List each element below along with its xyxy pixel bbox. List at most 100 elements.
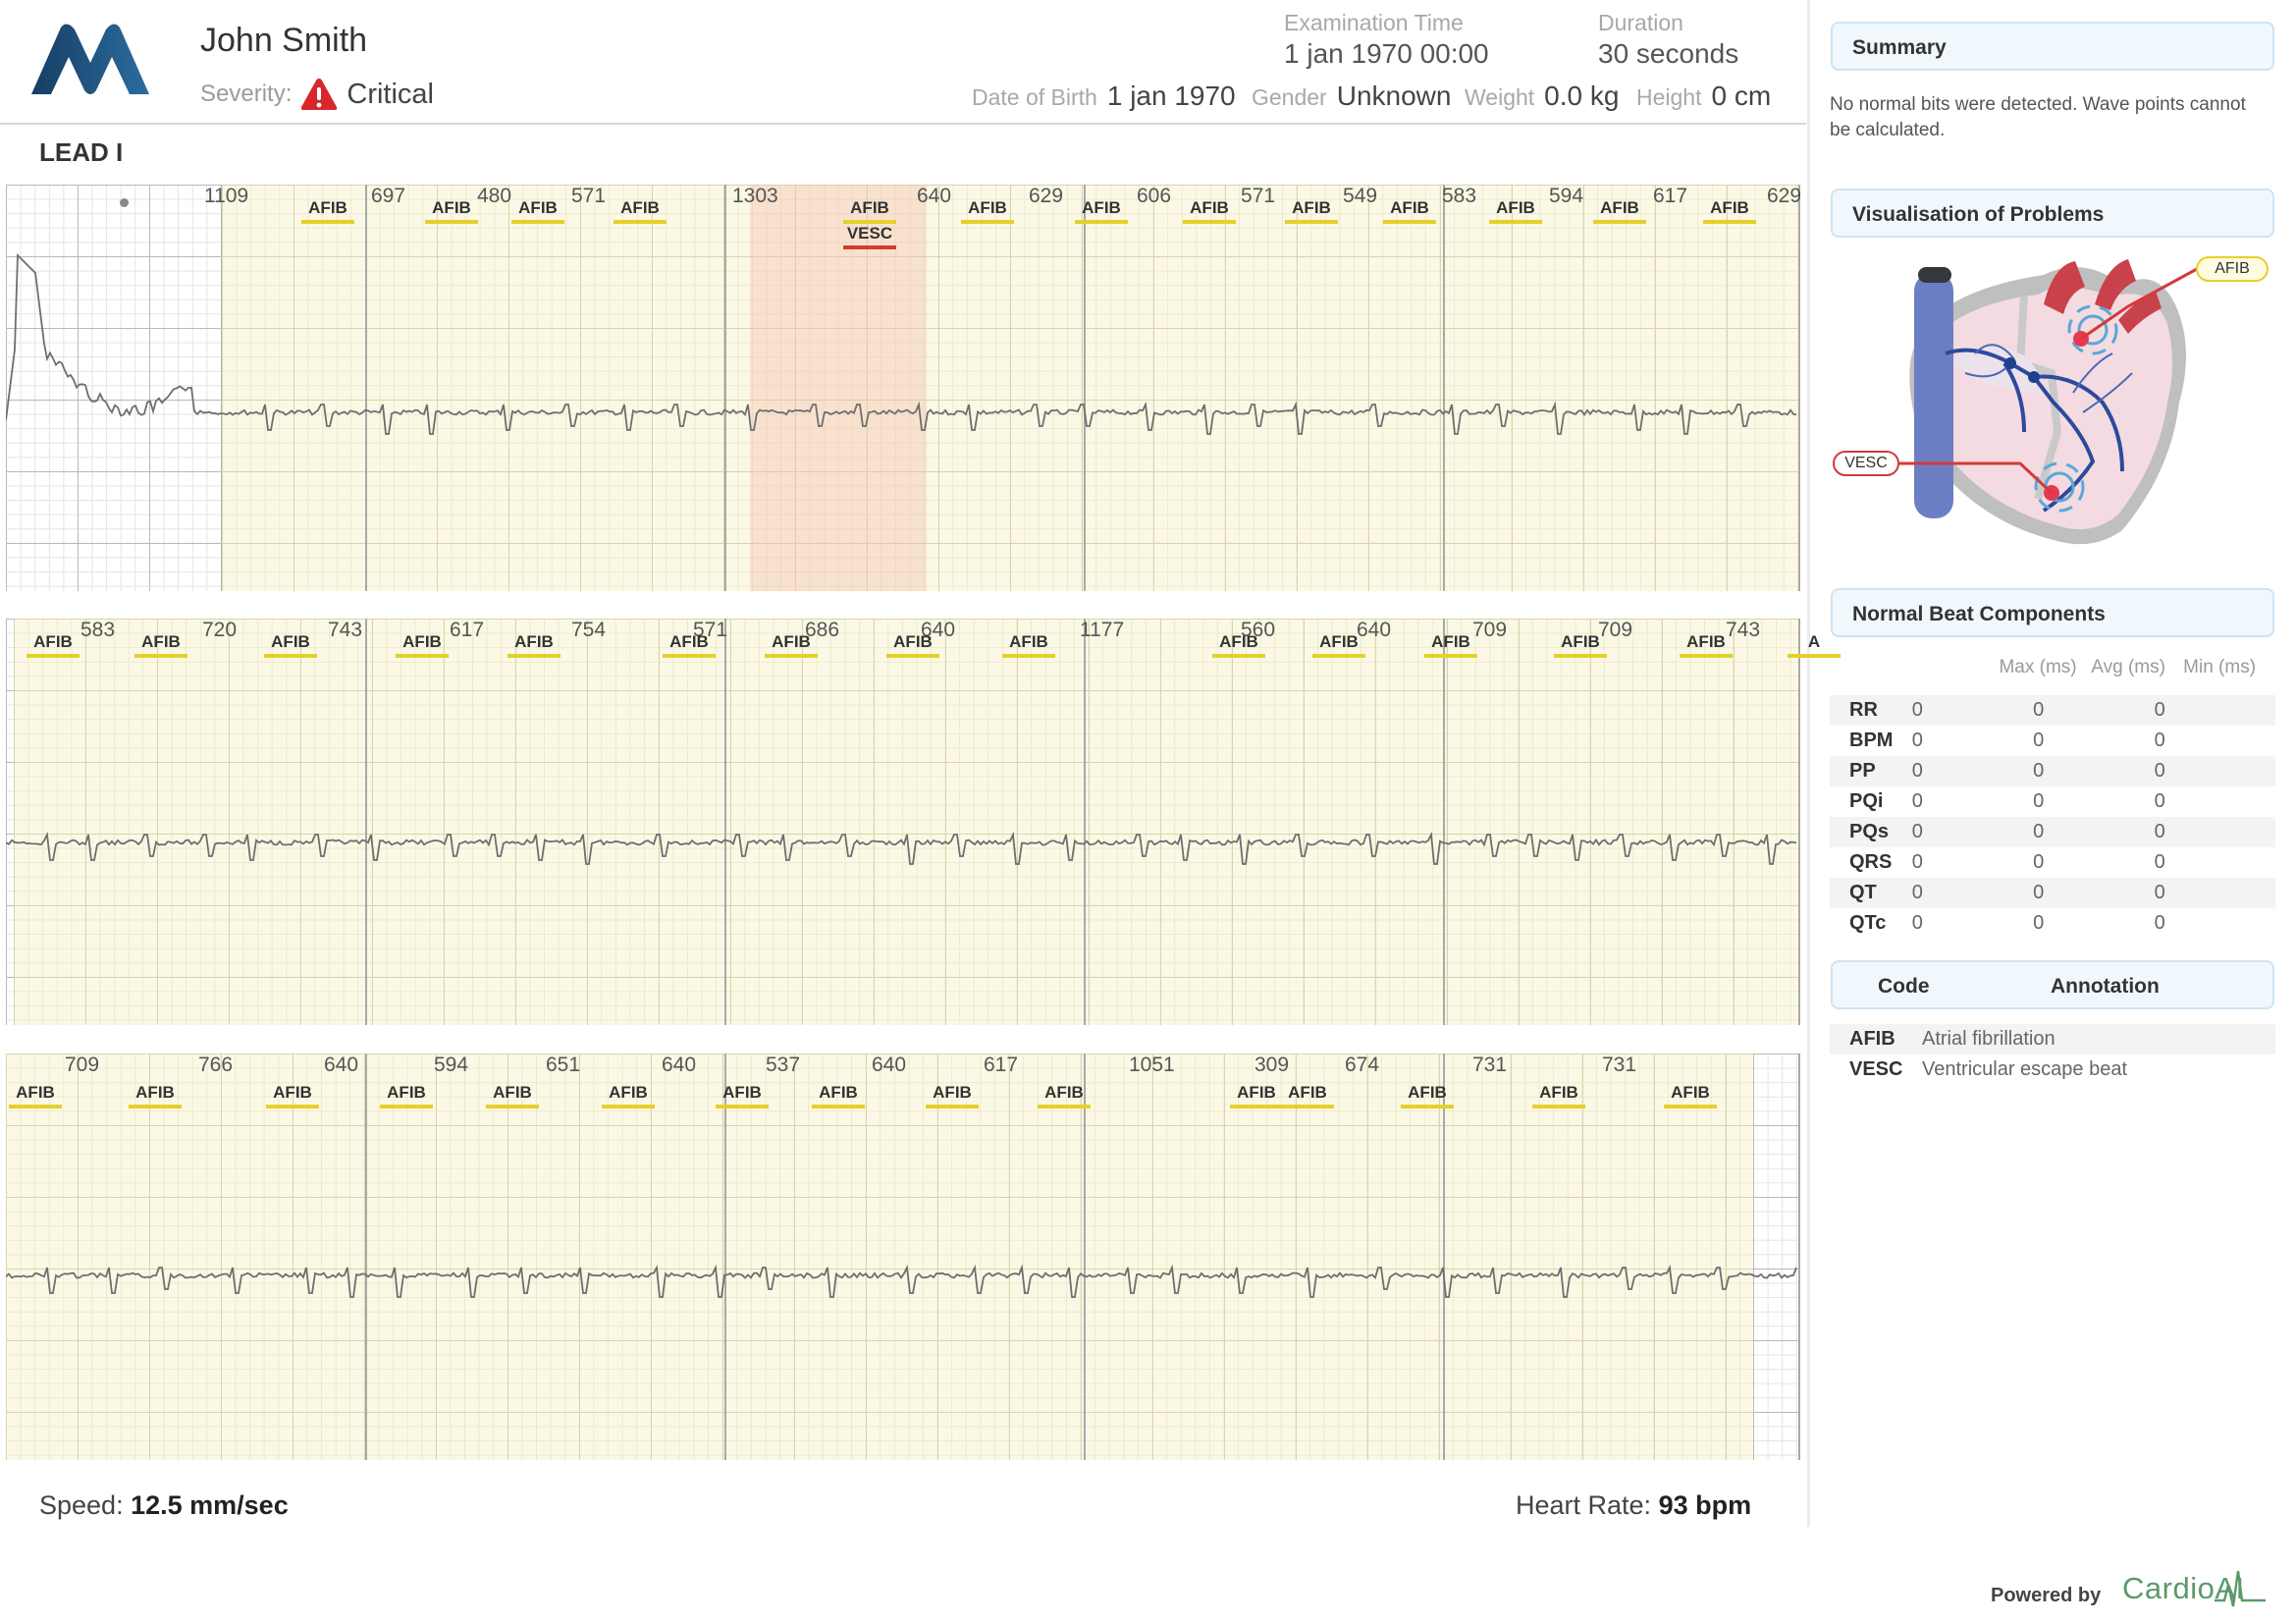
beat-annotation-afib[interactable]: AFIB xyxy=(6,1083,65,1109)
column-header: Avg (ms) xyxy=(2091,656,2165,677)
max-value: 0 xyxy=(1911,851,1923,873)
beat-annotation-label: AFIB xyxy=(1288,1083,1327,1102)
beat-annotation-afib[interactable]: AFIB xyxy=(1677,632,1735,658)
table-row: QTc 0 0 0 xyxy=(1830,908,2275,939)
beat-annotation-vesc[interactable]: VESC xyxy=(840,224,899,249)
max-value: 0 xyxy=(1911,790,1923,812)
beat-annotation-underline xyxy=(266,1105,319,1109)
beat-annotation-afib[interactable]: AFIB xyxy=(1227,1083,1286,1109)
height-value: 0 cm xyxy=(1711,81,1772,111)
beat-annotation-afib[interactable]: AFIB xyxy=(1072,198,1131,224)
beat-annotation-afib[interactable]: AFIB xyxy=(660,632,719,658)
beat-annotation-underline xyxy=(765,654,818,658)
beat-annotation-afib[interactable]: AFIB xyxy=(1035,1083,1094,1109)
beat-annotation-afib[interactable]: AFIB xyxy=(1282,198,1341,224)
beat-annotation-afib[interactable]: AFIB xyxy=(132,632,190,658)
rr-interval-value: 709 xyxy=(65,1054,100,1076)
grid-major-line xyxy=(1443,619,1445,1025)
beat-annotation-afib[interactable]: AFIB xyxy=(713,1083,772,1109)
rr-interval-value: 571 xyxy=(1241,185,1276,207)
beat-annotation-afib[interactable]: AFIB xyxy=(1661,1083,1720,1109)
beat-annotation-afib[interactable]: AFIB xyxy=(883,632,942,658)
beat-annotation-afib[interactable]: AFIB xyxy=(1309,632,1368,658)
beat-annotation-afib[interactable]: AFIB xyxy=(1486,198,1545,224)
rr-interval-value: 731 xyxy=(1472,1054,1508,1076)
beat-annotation-underline xyxy=(301,220,354,224)
code-column-header: Code xyxy=(1878,975,1930,998)
beat-annotation-afib[interactable]: AFIB xyxy=(809,1083,868,1109)
beat-annotation-afib[interactable]: AFIB xyxy=(1590,198,1649,224)
rr-interval-value: 720 xyxy=(202,619,238,641)
beat-annotation-afib[interactable]: AFIB xyxy=(263,1083,322,1109)
beat-annotation-afib[interactable]: AFIB xyxy=(1700,198,1759,224)
beat-annotation-afib[interactable]: AFIB xyxy=(483,1083,542,1109)
beat-annotation-afib[interactable]: AFIB xyxy=(840,198,899,224)
beat-annotation-afib[interactable]: AFIB xyxy=(1278,1083,1337,1109)
beat-annotation-a[interactable]: A xyxy=(1785,632,1843,658)
beat-annotation-afib[interactable]: AFIB xyxy=(1421,632,1480,658)
beat-annotation-afib[interactable]: AFIB xyxy=(1380,198,1439,224)
ecg-strip-1: 1109 697 480 571 1303 640 629 606 571 549 583 594 61… xyxy=(6,185,1802,591)
beat-annotation-afib[interactable]: AFIB xyxy=(393,632,452,658)
beat-annotation-underline xyxy=(9,1105,62,1109)
beat-annotation-afib[interactable]: AFIB xyxy=(422,198,481,224)
beat-annotation-afib[interactable]: AFIB xyxy=(923,1083,982,1109)
rr-interval-value: 480 xyxy=(477,185,512,207)
severity-label: Severity: xyxy=(200,81,293,107)
beat-annotation-afib[interactable]: AFIB xyxy=(1398,1083,1457,1109)
component-name: PP xyxy=(1849,760,1876,782)
rr-interval-value: 674 xyxy=(1345,1054,1380,1076)
rr-interval-value: 617 xyxy=(450,619,485,641)
beat-annotation-afib[interactable]: AFIB xyxy=(126,1083,185,1109)
rr-interval-value: 617 xyxy=(984,1054,1019,1076)
beat-annotation-afib[interactable]: AFIB xyxy=(1180,198,1239,224)
beat-annotation-afib[interactable]: AFIB xyxy=(298,198,357,224)
avg-value: 0 xyxy=(2033,730,2045,751)
rr-interval-value: 640 xyxy=(662,1054,697,1076)
header-divider xyxy=(0,123,1806,125)
heart-rate-label: Heart Rate: xyxy=(1516,1490,1652,1520)
beat-annotation-label: AFIB xyxy=(141,632,181,651)
duration-label: Duration xyxy=(1598,10,1683,35)
beat-annotation-underline xyxy=(1489,220,1542,224)
beat-annotation-afib[interactable]: AFIB xyxy=(505,632,563,658)
beat-annotation-afib[interactable]: AFIB xyxy=(24,632,82,658)
rr-interval-value: 629 xyxy=(1767,185,1802,207)
ecg-grid xyxy=(1753,1054,1798,1460)
duration-value: 30 seconds xyxy=(1598,38,1739,69)
grid-major-line xyxy=(1798,619,1800,1025)
min-value: 0 xyxy=(2154,699,2165,721)
beat-annotation-afib[interactable]: AFIB xyxy=(611,198,669,224)
beat-annotation-afib[interactable]: AFIB xyxy=(508,198,567,224)
table-row: PQs 0 0 0 xyxy=(1830,817,2275,847)
weight-value: 0.0 kg xyxy=(1544,81,1620,111)
rr-interval-value: 640 xyxy=(1357,619,1392,641)
beat-annotation-afib[interactable]: AFIB xyxy=(1209,632,1268,658)
code-value: AFIB xyxy=(1849,1028,1896,1050)
min-value: 0 xyxy=(2154,760,2165,782)
beat-annotation-underline xyxy=(1230,1105,1283,1109)
exam-time-label: Examination Time xyxy=(1284,10,1464,35)
rr-interval-value: 571 xyxy=(693,619,728,641)
grid-major-line xyxy=(365,619,367,1025)
gender-value: Unknown xyxy=(1336,81,1452,111)
beat-annotation-afib[interactable]: AFIB xyxy=(1529,1083,1588,1109)
beat-annotation-underline xyxy=(602,1105,655,1109)
speed-readout: Speed: 12.5 mm/sec xyxy=(39,1490,289,1521)
beat-annotation-underline xyxy=(1664,1105,1717,1109)
beat-annotation-underline xyxy=(511,220,564,224)
beat-annotation-afib[interactable]: AFIB xyxy=(599,1083,658,1109)
rr-interval-value: 1303 xyxy=(732,185,778,207)
beat-annotation-afib[interactable]: AFIB xyxy=(762,632,821,658)
beat-annotation-afib[interactable]: AFIB xyxy=(261,632,320,658)
speed-value: 12.5 mm/sec xyxy=(131,1490,289,1520)
rr-interval-value: 766 xyxy=(198,1054,234,1076)
beat-annotation-afib[interactable]: AFIB xyxy=(377,1083,436,1109)
table-row: RR 0 0 0 xyxy=(1830,695,2275,726)
max-value: 0 xyxy=(1911,730,1923,751)
beat-annotation-afib[interactable]: AFIB xyxy=(999,632,1058,658)
beat-annotation-afib[interactable]: AFIB xyxy=(1551,632,1610,658)
gender-label: Gender xyxy=(1252,84,1327,110)
heart-rate-value: 93 bpm xyxy=(1658,1490,1752,1520)
beat-annotation-afib[interactable]: AFIB xyxy=(958,198,1017,224)
